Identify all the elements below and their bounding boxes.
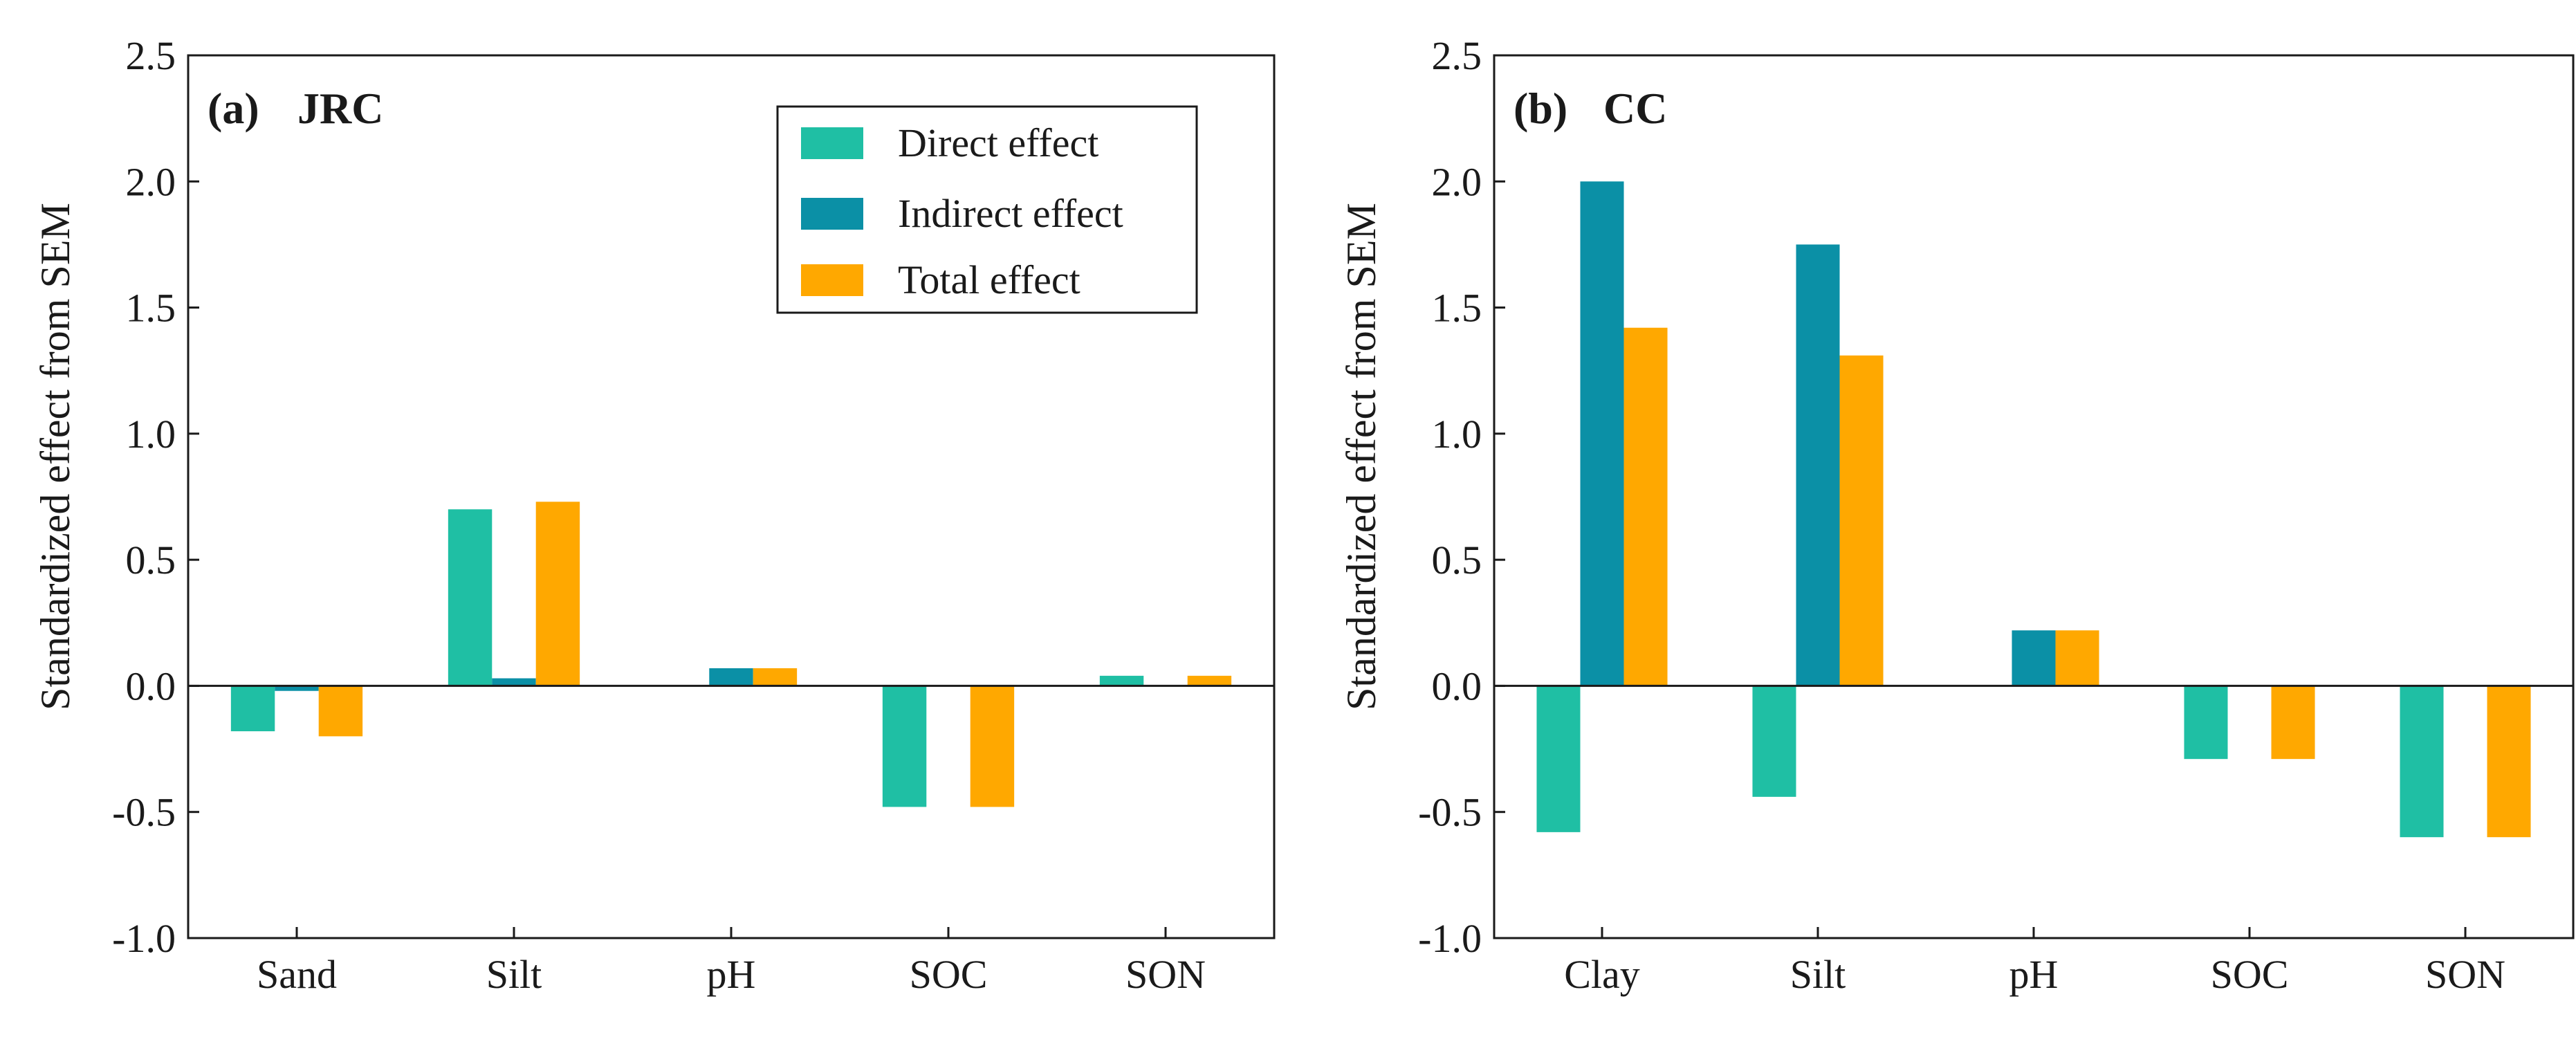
panel-b-bars <box>1536 181 2531 838</box>
panel-a-title: JRC <box>297 84 383 133</box>
legend-swatch-indirect <box>801 198 863 230</box>
legend-swatch-total <box>801 264 863 296</box>
bar-total-ph <box>2055 630 2099 686</box>
ytick-label: 1.0 <box>1432 412 1482 457</box>
bar-total-son <box>2487 686 2531 838</box>
bar-total-soc <box>970 686 1015 807</box>
ytick-label: 2.0 <box>1432 159 1482 204</box>
panel-b-ylabel: Standardized effect from SEM <box>1338 203 1384 710</box>
ytick-label: 1.5 <box>1432 286 1482 331</box>
bar-indirect-silt <box>1796 244 1840 686</box>
ytick-label: -0.5 <box>1418 790 1482 835</box>
panel-a-yaxis: -1.0 -0.5 0.0 0.5 1.0 1.5 2.0 2.5 <box>112 33 199 961</box>
bar-direct-soc <box>882 686 927 807</box>
ytick-label: 1.5 <box>126 286 176 331</box>
ytick-label: 1.0 <box>126 412 176 457</box>
xtick-label-ph: pH <box>2009 952 2059 997</box>
xtick-label-silt: Silt <box>1790 952 1846 997</box>
ytick-label: 0.0 <box>126 663 176 708</box>
panel-a-bars <box>230 502 1232 807</box>
bar-direct-silt <box>1752 686 1796 797</box>
ytick-label: -1.0 <box>1418 916 1482 961</box>
panel-b-tag: (b) <box>1514 84 1567 133</box>
legend-swatch-direct <box>801 127 863 159</box>
bar-indirect-silt <box>492 678 536 686</box>
bar-total-silt <box>535 502 580 686</box>
bar-direct-son <box>2400 686 2444 838</box>
panel-b-yaxis: -1.0 -0.5 0.0 0.5 1.0 1.5 2.0 2.5 <box>1418 33 1505 961</box>
ytick-label: 0.5 <box>126 538 176 582</box>
bar-direct-silt <box>448 509 493 686</box>
bar-total-sand <box>318 686 363 737</box>
bar-indirect-ph <box>2012 630 2056 686</box>
ytick-label: 2.5 <box>1432 33 1482 78</box>
bar-total-silt <box>1839 355 1884 686</box>
legend: Direct effect Indirect effect Total effe… <box>776 105 1198 314</box>
ytick-label: -0.5 <box>112 790 176 835</box>
bar-total-ph <box>753 668 798 686</box>
xtick-label-ph: pH <box>707 952 756 997</box>
xtick-label-son: SON <box>1125 952 1206 997</box>
bar-indirect-sand <box>275 686 319 691</box>
bar-total-son <box>1187 675 1232 686</box>
legend-label-indirect: Indirect effect <box>898 191 1123 236</box>
ytick-label: 2.0 <box>126 159 176 204</box>
bar-direct-son <box>1099 675 1144 686</box>
panel-a-ylabel: Standardized effect from SEM <box>33 203 78 710</box>
bar-total-clay <box>1623 327 1668 686</box>
ytick-label: -1.0 <box>112 916 176 961</box>
legend-label-direct: Direct effect <box>898 120 1098 165</box>
ytick-label: 0.0 <box>1432 663 1482 708</box>
xtick-label-clay: Clay <box>1564 952 1640 997</box>
bar-direct-sand <box>230 686 275 732</box>
bar-direct-soc <box>2184 686 2228 760</box>
ytick-label: 2.5 <box>126 33 176 78</box>
xtick-label-son: SON <box>2425 952 2505 997</box>
legend-label-total: Total effect <box>898 257 1080 302</box>
panel-b-title: CC <box>1603 84 1667 133</box>
xtick-label-silt: Silt <box>486 952 542 997</box>
xtick-label-soc: SOC <box>910 952 988 997</box>
ytick-label: 0.5 <box>1432 538 1482 582</box>
bar-direct-clay <box>1536 686 1581 832</box>
bar-total-soc <box>2271 686 2315 760</box>
panel-b-xaxis: Clay Silt pH SOC SON <box>1564 927 2505 997</box>
bar-indirect-ph <box>709 668 753 686</box>
panel-a-xaxis: Sand Silt pH SOC SON <box>257 927 1206 997</box>
panel-a-jrc: Standardized effect from SEM -1.0 -0.5 0.0… <box>33 33 1276 997</box>
xtick-label-soc: SOC <box>2211 952 2289 997</box>
xtick-label-sand: Sand <box>257 952 337 997</box>
panel-a-tag: (a) <box>208 84 259 133</box>
bar-indirect-clay <box>1580 181 1624 686</box>
panel-b-cc: Standardized effect from SEM -1.0 -0.5 0.0… <box>1338 33 2575 997</box>
